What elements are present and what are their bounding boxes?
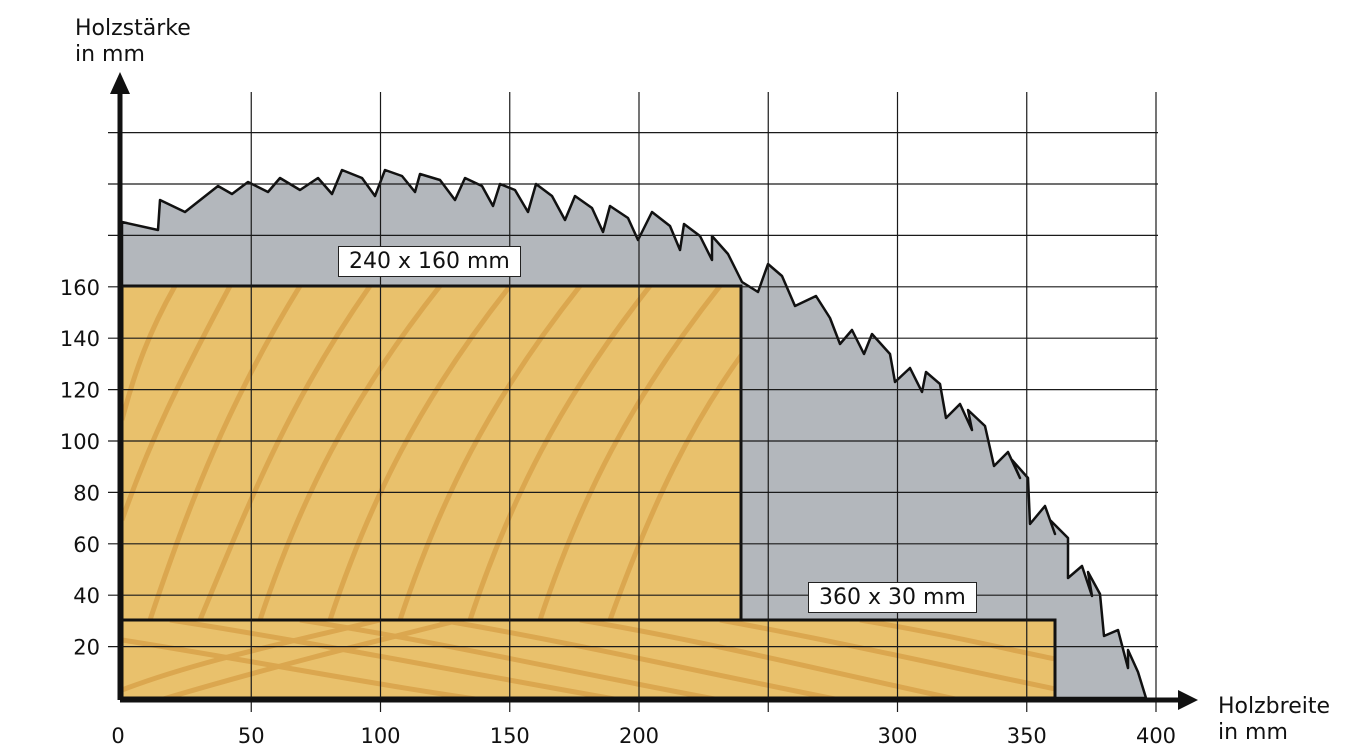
y-tick-label: 160 [60,276,100,300]
y-tick-label: 140 [60,327,100,351]
board-360x30 [120,618,1057,700]
board-240x160 [120,284,743,622]
y-axis-title-line1: Holzstärke [75,16,191,41]
x-tick-label: 0 [111,724,124,748]
y-axis-title-line2: in mm [75,42,145,67]
y-tick-label: 60 [73,533,100,557]
y-tick-label: 80 [73,481,100,505]
board2-label: 360 x 30 mm [808,582,977,613]
grid [108,92,1158,712]
board1-label: 240 x 160 mm [338,246,521,277]
x-tick-label: 150 [490,724,530,748]
x-axis-title-line2: in mm [1218,720,1288,745]
y-tick-labels: 20 40 60 80 100 120 140 160 [60,276,100,660]
y-axis-title: Holzstärke in mm [75,16,191,68]
x-axis-arrow-icon [1178,690,1198,710]
x-tick-label: 300 [877,724,917,748]
x-tick-labels: 0 50 100 150 200 300 350 400 [111,724,1176,748]
x-axis-title-line1: Holzbreite [1218,694,1330,719]
x-axis-title: Holzbreite in mm [1218,694,1330,746]
y-tick-label: 100 [60,430,100,454]
y-tick-label: 20 [73,636,100,660]
x-tick-label: 50 [238,724,265,748]
axes [110,72,1198,710]
x-tick-label: 200 [619,724,659,748]
y-tick-label: 40 [73,584,100,608]
y-axis-arrow-icon [110,72,130,94]
y-tick-label: 120 [60,379,100,403]
x-tick-label: 400 [1136,724,1176,748]
x-tick-label: 350 [1007,724,1047,748]
x-tick-label: 100 [360,724,400,748]
